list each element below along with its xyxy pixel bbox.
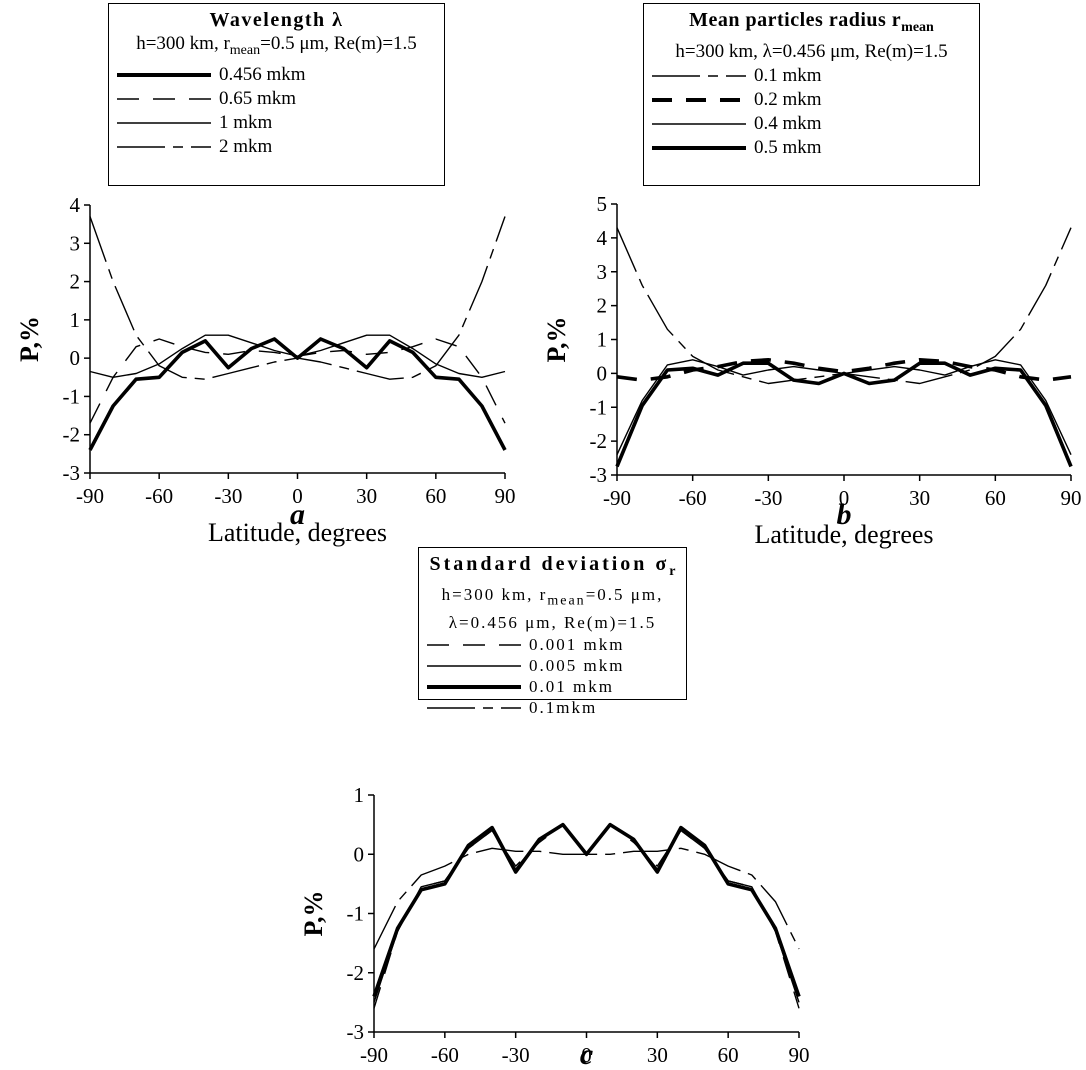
x-tick-label: 90: [789, 1043, 810, 1067]
x-tick-label: 30: [647, 1043, 668, 1067]
legend-title: Mean particles radius rmean: [689, 9, 934, 35]
y-axis-label: P,%: [299, 891, 328, 937]
legend-entry: 0.01 mkm: [427, 676, 614, 696]
legend-entry: 0.1mkm: [427, 697, 598, 717]
x-tick-label: 60: [425, 484, 446, 508]
y-axis-label: P,%: [15, 316, 44, 362]
legend-b: Mean particles radius rmean h=300 km, λ=…: [643, 3, 980, 186]
y-tick-label: 1: [70, 308, 81, 332]
x-tick-label: 60: [985, 486, 1006, 510]
legend-c: Standard deviation σr h=300 km, rmean=0.…: [418, 547, 687, 717]
y-tick-label: -3: [347, 1020, 365, 1044]
panel-b: -3 -2 -1 0 1 2 3 4 5 -90 -60 -30 0 30 60 90 Latitude, de…: [542, 192, 1082, 549]
x-tick-label: -90: [603, 486, 631, 510]
y-tick-label: 5: [597, 192, 608, 216]
y-tick-label: 2: [597, 294, 608, 318]
legend-entry: 0.5 mkm: [652, 137, 822, 158]
y-tick-label: 0: [354, 842, 365, 866]
y-axis-label: P,%: [542, 317, 571, 363]
panel-a: -3 -2 -1 0 1 2 3 4 -90 -60 -30 0 30 60 90 Latitude, deg…: [15, 193, 516, 547]
legend-entry: 0.65 mkm: [117, 87, 297, 109]
y-tick-label: 2: [70, 270, 81, 294]
legend-conditions: h=300 km, λ=0.456 μm, Re(m)=1.5: [675, 41, 948, 62]
series-line: [373, 823, 800, 1003]
legend-entry: 0.456 mkm: [117, 63, 306, 85]
x-tick-label: -30: [214, 484, 242, 508]
y-tick-label: 0: [597, 361, 608, 385]
panel-label: a: [290, 498, 305, 531]
x-tick-label: -90: [360, 1043, 388, 1067]
y-tick-label: 4: [70, 193, 81, 217]
x-tick-label: -90: [76, 484, 104, 508]
series-line: [89, 216, 506, 380]
series-line: [615, 361, 1073, 468]
x-axis-label: Latitude, degrees: [754, 520, 933, 549]
x-tick-label: -60: [431, 1043, 459, 1067]
legend-a: Wavelength λ h=300 km, rmean=0.5 μm, Re(…: [108, 3, 445, 186]
legend-entry: 0.1 mkm: [652, 65, 822, 86]
y-tick-label: -2: [590, 429, 608, 453]
y-tick-label: -2: [63, 423, 81, 447]
y-tick-label: -2: [347, 961, 365, 985]
x-tick-label: -30: [754, 486, 782, 510]
legend-title: Standard deviation σr: [429, 553, 676, 579]
y-tick-label: 4: [597, 226, 608, 250]
legend-entry: 0.005 mkm: [427, 655, 625, 675]
legend-entry: 2 mkm: [117, 135, 273, 157]
x-tick-label: 0: [839, 486, 850, 510]
y-tick-label: 1: [597, 328, 608, 352]
x-tick-label: 30: [356, 484, 377, 508]
series-line: [616, 357, 1072, 382]
x-tick-label: 30: [909, 486, 930, 510]
y-tick-label: 1: [354, 783, 365, 807]
x-tick-label: -60: [145, 484, 173, 508]
y-tick-label: 3: [70, 231, 81, 255]
series-line: [616, 359, 1072, 455]
legend-conditions: h=300 km, rmean=0.5 μm,: [441, 585, 664, 609]
y-tick-label: -1: [63, 384, 81, 408]
panel-label: c: [580, 1038, 593, 1070]
series-line: [373, 847, 800, 950]
x-tick-label: 90: [495, 484, 516, 508]
series-line: [616, 227, 1072, 385]
x-tick-label: 90: [1061, 486, 1082, 510]
x-tick-label: 0: [292, 484, 303, 508]
x-tick-label: 60: [718, 1043, 739, 1067]
legend-entry: 0.2 mkm: [652, 89, 822, 110]
series-line: [89, 338, 506, 424]
y-tick-label: -3: [590, 463, 608, 487]
series-line: [88, 337, 507, 451]
series-line: [373, 823, 800, 1009]
legend-entry: 1 mkm: [117, 111, 273, 133]
x-tick-label: -30: [502, 1043, 530, 1067]
y-tick-label: -1: [347, 902, 365, 926]
y-tick-label: -3: [63, 461, 81, 485]
series-line: [372, 822, 801, 998]
y-tick-label: -1: [590, 395, 608, 419]
series-line: [89, 334, 506, 378]
legend-title: Wavelength λ: [209, 9, 344, 31]
legend-entry: 0.001 mkm: [427, 634, 625, 654]
panel-label: b: [837, 498, 852, 531]
legend-entry: 0.4 mkm: [652, 113, 822, 134]
legend-conditions: λ=0.456 μm, Re(m)=1.5: [448, 613, 657, 633]
x-tick-label: -60: [679, 486, 707, 510]
y-tick-label: 0: [70, 346, 81, 370]
legend-conditions: h=300 km, rmean=0.5 μm, Re(m)=1.5: [136, 33, 417, 58]
y-tick-label: 3: [597, 260, 608, 284]
x-axis-label: Latitude, degrees: [208, 518, 387, 547]
x-tick-label: 0: [581, 1043, 592, 1067]
